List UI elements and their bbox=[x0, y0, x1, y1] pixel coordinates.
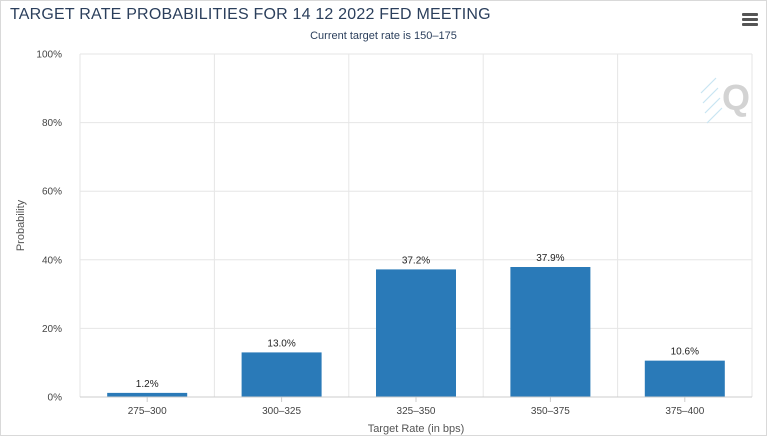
bar-data-label: 1.2% bbox=[136, 379, 159, 390]
hamburger-menu-icon[interactable] bbox=[742, 13, 758, 26]
bar[interactable] bbox=[510, 267, 591, 397]
bar[interactable] bbox=[241, 352, 322, 397]
x-tick-label: 325–350 bbox=[397, 406, 436, 417]
bar[interactable] bbox=[107, 392, 188, 397]
x-tick-label: 275–300 bbox=[128, 406, 167, 417]
y-tick-label: 40% bbox=[42, 255, 62, 266]
y-axis-ticks: 0% 20% 40% 60% 80% 100% bbox=[36, 50, 62, 404]
bar-data-label: 13.0% bbox=[267, 338, 295, 349]
x-tick-label: 350–375 bbox=[531, 406, 570, 417]
bar-data-label: 10.6% bbox=[671, 347, 699, 358]
bar-data-label: 37.2% bbox=[402, 255, 430, 266]
svg-text:Q: Q bbox=[722, 77, 750, 118]
x-tick-label: 375–400 bbox=[665, 406, 704, 417]
bars bbox=[107, 267, 725, 397]
y-tick-label: 0% bbox=[48, 393, 63, 404]
chart-title: TARGET RATE PROBABILITIES FOR 14 12 2022… bbox=[10, 6, 491, 23]
data-labels: 1.2% 13.0% 37.2% 37.9% 10.6% bbox=[136, 253, 699, 390]
y-tick-label: 60% bbox=[42, 187, 62, 198]
y-axis-label: Probability bbox=[15, 199, 27, 251]
y-tick-label: 80% bbox=[42, 118, 62, 129]
chart-subtitle: Current target rate is 150–175 bbox=[310, 30, 457, 42]
bar[interactable] bbox=[644, 360, 725, 397]
x-axis-label: Target Rate (in bps) bbox=[368, 423, 465, 435]
bar[interactable] bbox=[376, 269, 456, 397]
y-tick-label: 100% bbox=[36, 50, 62, 61]
y-tick-label: 20% bbox=[42, 324, 62, 335]
bar-data-label: 37.9% bbox=[536, 253, 564, 264]
x-axis-ticks: 275–300 300–325 325–350 350–375 375–400 bbox=[128, 397, 705, 417]
q-logo-icon: Q bbox=[700, 77, 750, 124]
x-tick-label: 300–325 bbox=[262, 406, 301, 417]
